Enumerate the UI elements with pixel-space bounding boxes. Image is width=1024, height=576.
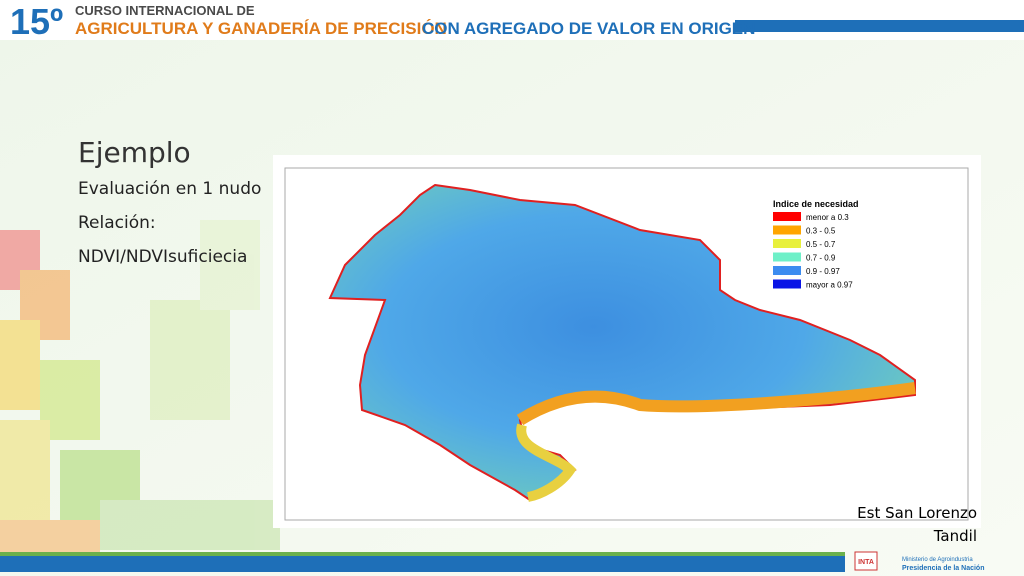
- legend-title: Indice de necesidad: [773, 199, 859, 209]
- footer-stripe: [0, 552, 845, 556]
- legend-swatch: [773, 212, 801, 221]
- field-band: [516, 423, 577, 502]
- footer-stripe: [0, 556, 845, 572]
- legend-label: menor a 0.3: [806, 213, 849, 222]
- legend-swatch: [773, 252, 801, 262]
- header-line2a: AGRICULTURA Y GANADERÍA DE PRECISIÓN: [75, 19, 447, 38]
- caption: Tandil: [933, 527, 977, 545]
- legend-swatch: [773, 266, 801, 275]
- slide-title: Ejemplo: [78, 136, 191, 169]
- header-stripe: [735, 20, 1024, 32]
- bullet: Evaluación en 1 nudo: [78, 179, 261, 199]
- ministry: Ministerio de Agroindustria: [902, 557, 973, 563]
- legend-swatch: [773, 279, 801, 289]
- bullet-list: Evaluación en 1 nudo Relación: NDVI/NDVIsu…: [78, 179, 261, 267]
- header-line2b: CON AGREGADO DE VALOR EN ORIGEN: [422, 19, 755, 38]
- header-line1: CURSO INTERNACIONAL DE: [75, 3, 255, 18]
- presidency: Presidencia de la Nación: [902, 565, 984, 572]
- legend-label: 0.9 - 0.97: [806, 267, 840, 276]
- bullet: Relación:: [78, 213, 156, 233]
- legend-label: mayor a 0.97: [806, 281, 853, 290]
- legend-label: 0.5 - 0.7: [806, 240, 836, 249]
- logo-inta: INTA: [858, 559, 874, 566]
- decor: [0, 220, 280, 555]
- legend-swatch: [773, 225, 801, 235]
- map-legend: Indice de necesidad menor a 0.3 0.3 - 0.5…: [773, 199, 859, 290]
- map-frame: [284, 167, 969, 521]
- bullet: NDVI/NDVIsuficiecia: [78, 247, 247, 267]
- legend-label: 0.7 - 0.9: [806, 254, 836, 263]
- logo-box: [854, 551, 878, 571]
- caption: Est San Lorenzo: [857, 504, 977, 522]
- field-band: [516, 382, 916, 426]
- legend-label: 0.3 - 0.5: [806, 227, 836, 236]
- header-number: 15º: [10, 1, 63, 42]
- legend-swatch: [773, 239, 801, 248]
